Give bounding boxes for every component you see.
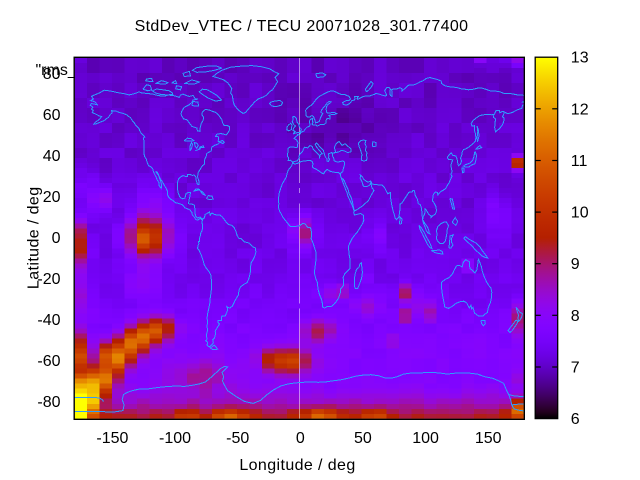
- svg-text:9: 9: [571, 256, 580, 273]
- svg-text:150: 150: [475, 430, 502, 447]
- svg-text:-100: -100: [159, 430, 191, 447]
- svg-text:Longitude / deg: Longitude / deg: [239, 457, 355, 474]
- svg-text:40: 40: [43, 148, 61, 165]
- svg-text:-40: -40: [37, 312, 60, 329]
- svg-text:StdDev_VTEC / TECU 20071028_30: StdDev_VTEC / TECU 20071028_301.77400: [135, 18, 469, 35]
- svg-text:8: 8: [571, 308, 580, 325]
- svg-text:60: 60: [43, 107, 61, 124]
- svg-text:"rms_: "rms_: [36, 62, 78, 79]
- svg-text:80: 80: [43, 66, 61, 83]
- svg-text:12: 12: [571, 101, 589, 118]
- svg-text:10: 10: [571, 205, 589, 222]
- svg-text:-150: -150: [96, 430, 128, 447]
- svg-text:11: 11: [571, 153, 588, 170]
- svg-text:50: 50: [354, 430, 372, 447]
- svg-text:-80: -80: [37, 394, 60, 411]
- svg-text:13: 13: [571, 50, 589, 67]
- svg-text:-20: -20: [37, 271, 60, 288]
- svg-text:20: 20: [43, 189, 61, 206]
- svg-text:7: 7: [571, 360, 580, 377]
- svg-text:100: 100: [412, 430, 439, 447]
- svg-text:-50: -50: [226, 430, 249, 447]
- svg-text:0: 0: [296, 430, 305, 447]
- svg-text:Latitude / deg: Latitude / deg: [26, 187, 43, 290]
- svg-text:0: 0: [52, 230, 61, 247]
- svg-text:-60: -60: [37, 353, 60, 370]
- svg-text:6: 6: [571, 411, 580, 428]
